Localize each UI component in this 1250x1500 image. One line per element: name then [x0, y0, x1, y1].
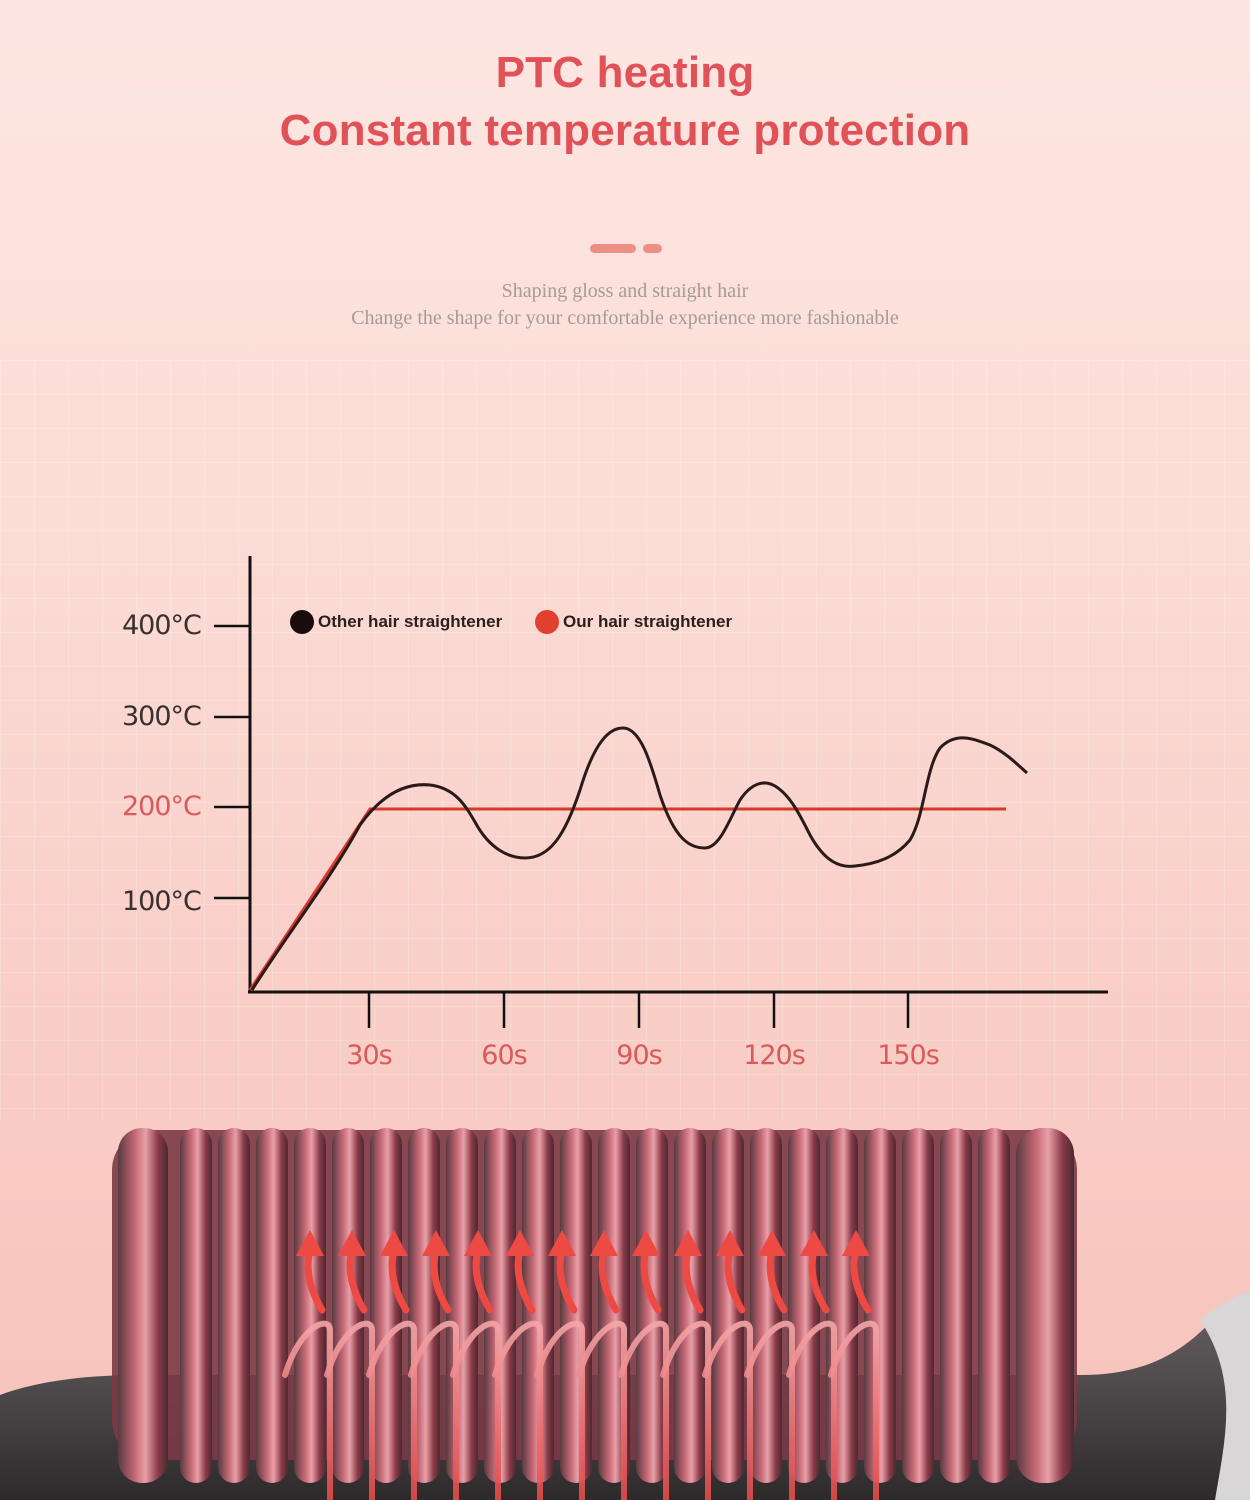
y-tick-300: 300°C — [122, 701, 202, 732]
legend-other: Other hair straightener — [290, 610, 502, 634]
legend-ours-label: Our hair straightener — [563, 612, 733, 631]
y-tick-100: 100°C — [122, 886, 202, 917]
title-line-1: PTC heating — [495, 48, 755, 97]
series-our-straightener — [248, 807, 1006, 991]
legend-ours: Our hair straightener — [535, 610, 732, 634]
legend-dot-black-icon — [290, 610, 314, 634]
x-tick-150s: 150s — [877, 1040, 940, 1071]
legend-other-label: Other hair straightener — [318, 612, 503, 631]
divider-short — [643, 244, 662, 253]
bristles — [118, 1128, 1074, 1483]
series-other-straightener — [250, 726, 1028, 991]
x-tick-90s: 90s — [616, 1040, 662, 1071]
subtitle-line-2: Change the shape for your comfortable ex… — [351, 307, 899, 329]
divider-long — [590, 244, 636, 253]
title-line-2: Constant temperature protection — [279, 106, 971, 155]
legend-dot-red-icon — [535, 610, 559, 634]
x-tick-120s: 120s — [743, 1040, 806, 1071]
heat-arrows — [282, 1230, 879, 1500]
y-tick-400: 400°C — [122, 610, 202, 641]
subtitle-line-1: Shaping gloss and straight hair — [501, 280, 749, 302]
x-tick-60s: 60s — [481, 1040, 527, 1071]
y-tick-200: 200°C — [122, 791, 202, 822]
x-tick-30s: 30s — [346, 1040, 392, 1071]
